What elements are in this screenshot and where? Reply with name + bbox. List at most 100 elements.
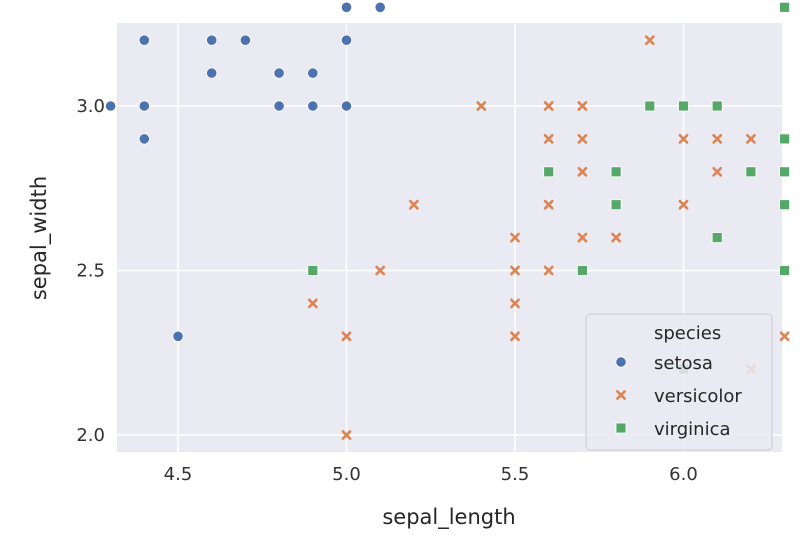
point-versicolor-stroke-b	[644, 35, 655, 46]
point-versicolor	[678, 134, 689, 144]
x-tick-labels: 4.55.05.56.06.57.07.58.0	[164, 464, 698, 485]
legend-title: species	[654, 323, 721, 344]
x-tick-label: 5.0	[332, 464, 361, 485]
point-versicolor-stroke-b	[577, 101, 588, 111]
point-versicolor-stroke-b	[712, 134, 723, 144]
point-virginica	[711, 232, 723, 244]
point-versicolor-stroke-b	[510, 232, 520, 243]
y-tick-labels: 2.02.53.03.54.04.5	[76, 96, 105, 446]
point-versicolor-stroke-b	[577, 166, 588, 177]
legend-label-virginica: virginica	[654, 419, 731, 440]
point-versicolor	[543, 101, 554, 111]
x-tick-label: 6.0	[669, 464, 698, 485]
point-versicolor-stroke-b	[577, 134, 588, 144]
point-virginica	[745, 166, 757, 178]
point-virginica	[644, 100, 656, 112]
point-versicolor	[408, 199, 419, 210]
point-versicolor-stroke-b	[678, 199, 689, 210]
point-virginica	[610, 199, 622, 211]
point-virginica	[779, 1, 790, 13]
point-setosa	[138, 34, 150, 46]
point-virginica	[543, 166, 555, 178]
point-versicolor-stroke-b	[543, 199, 554, 210]
point-versicolor-stroke-b	[510, 331, 520, 342]
legend: species setosa versicolor virginica	[585, 313, 773, 451]
point-versicolor	[476, 101, 487, 111]
data-points	[105, 1, 790, 440]
point-versicolor-stroke-b	[543, 101, 554, 111]
point-versicolor	[712, 166, 723, 177]
point-versicolor	[307, 298, 318, 309]
point-setosa	[138, 100, 150, 112]
point-setosa	[273, 67, 285, 79]
x-axis-label: sepal_length	[382, 505, 515, 530]
series-virginica	[307, 1, 790, 375]
legend-marker-virginica	[615, 422, 627, 434]
point-virginica	[678, 100, 689, 112]
point-versicolor-stroke-b	[476, 101, 487, 111]
point-versicolor	[577, 166, 588, 177]
point-versicolor-stroke-b	[745, 134, 756, 144]
point-versicolor	[341, 430, 352, 440]
point-virginica	[779, 133, 790, 145]
point-virginica	[779, 265, 790, 276]
point-versicolor	[577, 232, 588, 243]
legend-label-versicolor: versicolor	[654, 386, 742, 407]
legend-label-setosa: setosa	[654, 353, 713, 374]
legend-marker-setosa	[615, 356, 627, 368]
point-versicolor	[510, 298, 520, 309]
series-setosa	[105, 1, 386, 342]
point-versicolor	[543, 199, 554, 210]
point-versicolor	[577, 134, 588, 144]
point-setosa	[340, 34, 353, 46]
point-versicolor-stroke-b	[408, 199, 419, 210]
point-setosa	[374, 1, 386, 13]
point-versicolor	[745, 134, 756, 144]
legend-marker-versicolor	[616, 390, 626, 400]
point-versicolor-stroke-b	[510, 298, 520, 309]
point-virginica	[307, 265, 319, 276]
point-versicolor	[510, 232, 520, 243]
point-setosa	[105, 100, 117, 112]
point-setosa	[206, 67, 218, 79]
point-versicolor-stroke-b	[678, 134, 689, 144]
point-versicolor-stroke-b	[307, 298, 318, 309]
point-versicolor-stroke-b	[341, 331, 352, 342]
point-versicolor-stroke-b	[543, 134, 554, 144]
legend-marker-versicolor-stroke-b	[616, 390, 626, 400]
point-virginica	[779, 199, 790, 211]
point-setosa	[206, 34, 218, 46]
point-versicolor	[577, 101, 588, 111]
y-tick-label: 2.5	[76, 261, 105, 282]
point-versicolor-stroke-b	[712, 166, 723, 177]
legend-entries: setosa versicolor virginica	[615, 353, 742, 440]
point-versicolor	[510, 331, 520, 342]
point-setosa	[340, 100, 353, 112]
point-versicolor	[678, 199, 689, 210]
point-setosa	[239, 34, 251, 46]
point-versicolor	[779, 331, 790, 342]
point-versicolor	[543, 265, 554, 276]
point-setosa	[340, 1, 353, 13]
x-tick-label: 4.5	[164, 464, 193, 485]
point-versicolor-stroke-b	[543, 265, 554, 276]
point-versicolor-stroke-b	[510, 265, 520, 276]
point-versicolor	[543, 134, 554, 144]
point-versicolor	[644, 35, 655, 46]
point-versicolor	[510, 265, 520, 276]
point-versicolor-stroke-b	[577, 232, 588, 243]
point-setosa	[307, 100, 319, 112]
y-axis-label: sepal_width	[27, 176, 52, 300]
point-virginica	[779, 166, 790, 178]
point-setosa	[138, 133, 150, 145]
point-versicolor-stroke-b	[341, 430, 352, 440]
point-setosa	[172, 330, 184, 342]
legend-box	[585, 313, 773, 451]
point-versicolor	[375, 265, 386, 276]
point-versicolor	[341, 331, 352, 342]
y-tick-label: 2.0	[76, 425, 105, 446]
point-versicolor-stroke-b	[375, 265, 386, 276]
point-virginica	[711, 100, 723, 112]
